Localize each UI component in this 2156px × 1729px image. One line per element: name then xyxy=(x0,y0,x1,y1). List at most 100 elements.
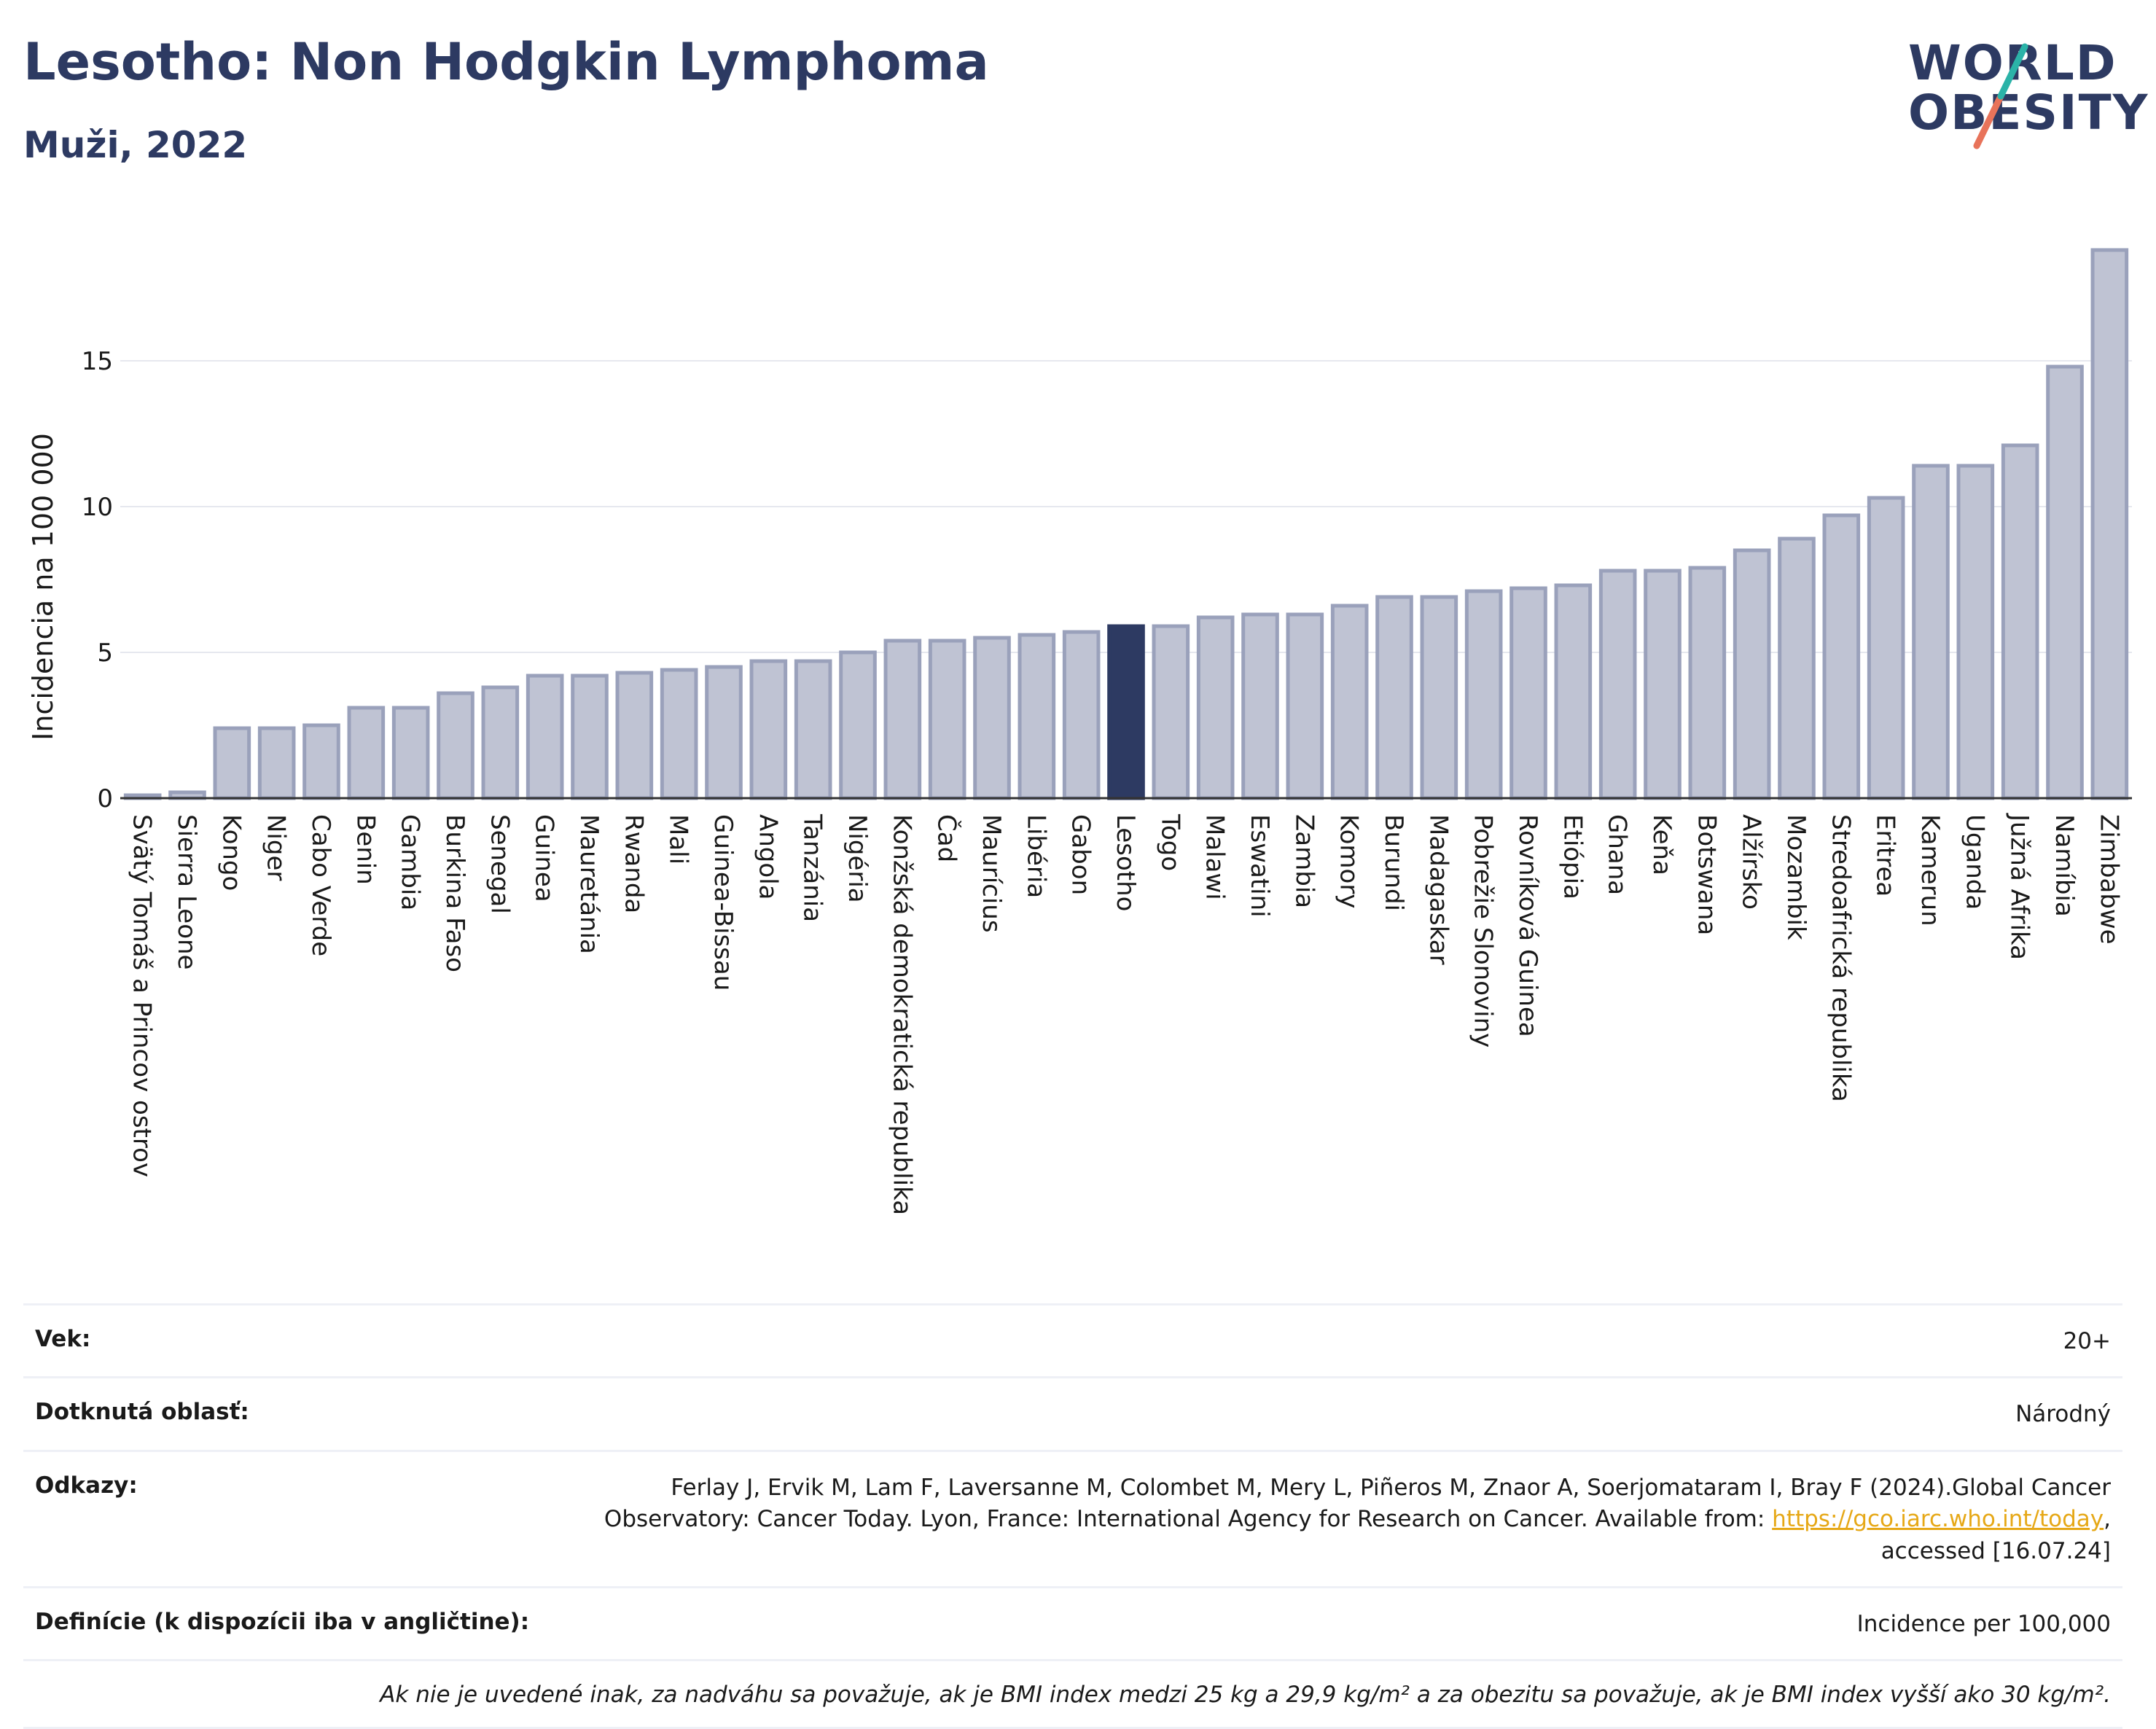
x-tick-label: Zimbabwe xyxy=(2094,814,2123,945)
definitions-label: Definície (k dispozícii iba v angličtine… xyxy=(35,1608,530,1635)
bar xyxy=(2046,364,2084,800)
bar xyxy=(2090,248,2129,800)
bar xyxy=(660,668,698,800)
area-value: Národný xyxy=(2015,1401,2111,1428)
x-tick-label: Nigéria xyxy=(843,814,872,903)
bar xyxy=(437,691,474,800)
bar xyxy=(839,650,877,800)
x-tick-label: Južná Afrika xyxy=(2005,813,2034,960)
bar xyxy=(883,639,922,800)
info-row-note: Ak nie je uvedené inak, za nadváhu sa po… xyxy=(23,1659,2122,1729)
x-tick-label: Komory xyxy=(1335,814,1364,908)
bar xyxy=(1241,612,1279,800)
bar xyxy=(794,659,832,800)
info-row-definitions: Definície (k dispozícii iba v angličtine… xyxy=(23,1585,2122,1659)
x-tick-label: Mozambik xyxy=(1781,814,1811,940)
x-tick-label: Stredoafrická republika xyxy=(1826,814,1855,1102)
x-tick-label: Konžská demokratická republika xyxy=(887,814,916,1215)
x-tick-label: Tanzánia xyxy=(798,813,827,922)
x-tick-label: Gambia xyxy=(396,814,425,910)
x-tick-label: Lesotho xyxy=(1111,814,1140,911)
bar xyxy=(1912,464,1950,800)
bar xyxy=(257,726,296,800)
x-tick-label: Mali xyxy=(664,814,693,864)
bar xyxy=(749,659,788,800)
x-tick-label: Libéria xyxy=(1021,814,1050,898)
bar xyxy=(1152,624,1190,800)
bar xyxy=(1107,624,1145,800)
x-tick-label: Guinea xyxy=(530,814,559,902)
x-tick-label: Sierra Leone xyxy=(172,814,201,969)
bar xyxy=(391,706,430,800)
bar xyxy=(1062,630,1101,800)
references-link[interactable]: https://gco.iarc.who.int/today xyxy=(1772,1506,2104,1533)
x-tick-label: Keňa xyxy=(1647,814,1676,875)
x-tick-label: Benin xyxy=(351,814,380,885)
x-tick-label: Gabon xyxy=(1066,814,1095,895)
bar xyxy=(705,665,743,800)
x-tick-label: Rovníková Guinea xyxy=(1513,814,1542,1037)
bar xyxy=(481,685,520,800)
bar xyxy=(1375,595,1413,800)
bmi-note: Ak nie je uvedené inak, za nadváhu sa po… xyxy=(380,1682,2111,1709)
x-tick-label: Rwanda xyxy=(619,814,648,913)
bar xyxy=(1867,496,1905,800)
bar xyxy=(1956,464,1995,800)
bar xyxy=(1598,569,1637,800)
bar xyxy=(526,674,564,800)
bar-chart: 0 5 10 15 Incidencia na 100 000 Svätý Tomáš a… xyxy=(27,248,2132,1215)
x-tick-label: Madagaskar xyxy=(1423,814,1453,965)
x-tick-label: Senegal xyxy=(485,814,514,914)
world-obesity-logo: WORLD OBESITY xyxy=(1895,29,2147,160)
bar xyxy=(2001,443,2039,800)
x-tick-label: Svätý Tomáš a Princov ostrov xyxy=(128,814,157,1177)
bar xyxy=(347,706,386,800)
bar xyxy=(571,674,609,800)
page-title: Lesotho: Non Hodgkin Lymphoma xyxy=(23,32,989,92)
x-tick-label: Ghana xyxy=(1603,814,1632,895)
x-tick-label: Eritrea xyxy=(1871,814,1900,897)
references-text: Ferlay J, Ervik M, Lam F, Laversanne M, … xyxy=(604,1474,2111,1533)
x-tick-label: Maurícius xyxy=(977,814,1006,933)
x-tick-label: Angola xyxy=(753,814,782,899)
x-tick-label: Pobrežie Slonoviny xyxy=(1469,814,1498,1047)
logo-slash-icon xyxy=(1973,43,2028,149)
info-table: Vek: 20+ Dotknutá oblasť: Národný Odkazy… xyxy=(23,1303,2122,1729)
bar xyxy=(1330,604,1369,800)
bar xyxy=(1420,595,1458,800)
info-row-references: Odkazy: Ferlay J, Ervik M, Lam F, Lavers… xyxy=(23,1449,2122,1586)
logo-line-2: OBESITY xyxy=(1908,85,2149,141)
x-tick-label: Etiópia xyxy=(1558,814,1587,899)
x-tick-label: Zambia xyxy=(1289,814,1319,908)
bar xyxy=(1733,548,1771,800)
x-tick-label: Uganda xyxy=(1960,814,1989,910)
bar xyxy=(1509,586,1547,800)
bar xyxy=(1018,633,1056,800)
x-tick-label: Čad xyxy=(932,814,962,862)
x-tick-label: Kongo xyxy=(216,814,246,891)
page-subtitle: Muži, 2022 xyxy=(23,124,248,166)
x-tick-label: Mauretánia xyxy=(574,814,604,954)
x-tick-label: Botswana xyxy=(1692,814,1721,935)
x-tick-label: Burkina Faso xyxy=(440,814,469,972)
x-tick-label: Cabo Verde xyxy=(306,814,335,956)
references-tail: , accessed [16.07.24] xyxy=(1880,1506,2111,1564)
bar xyxy=(302,723,340,800)
bar xyxy=(1778,536,1816,800)
bar xyxy=(1464,589,1503,800)
x-tick-label: Namíbia xyxy=(2050,814,2079,917)
x-tick-label: Niger xyxy=(262,814,291,881)
age-value: 20+ xyxy=(2063,1328,2111,1354)
x-tick-label: Eswatini xyxy=(1245,814,1274,918)
x-tick-label: Guinea-Bissau xyxy=(708,814,738,991)
x-tick-label: Alžírsko xyxy=(1737,814,1766,910)
bar xyxy=(1688,566,1727,800)
bar xyxy=(1554,583,1593,800)
y-tick-label: 10 xyxy=(82,493,113,522)
y-tick-label: 5 xyxy=(97,639,113,668)
references-label: Odkazy: xyxy=(35,1472,138,1499)
definitions-value: Incidence per 100,000 xyxy=(1856,1610,2111,1637)
bar xyxy=(928,639,966,800)
x-tick-label: Kamerun xyxy=(1915,814,1945,926)
bar xyxy=(973,636,1011,800)
